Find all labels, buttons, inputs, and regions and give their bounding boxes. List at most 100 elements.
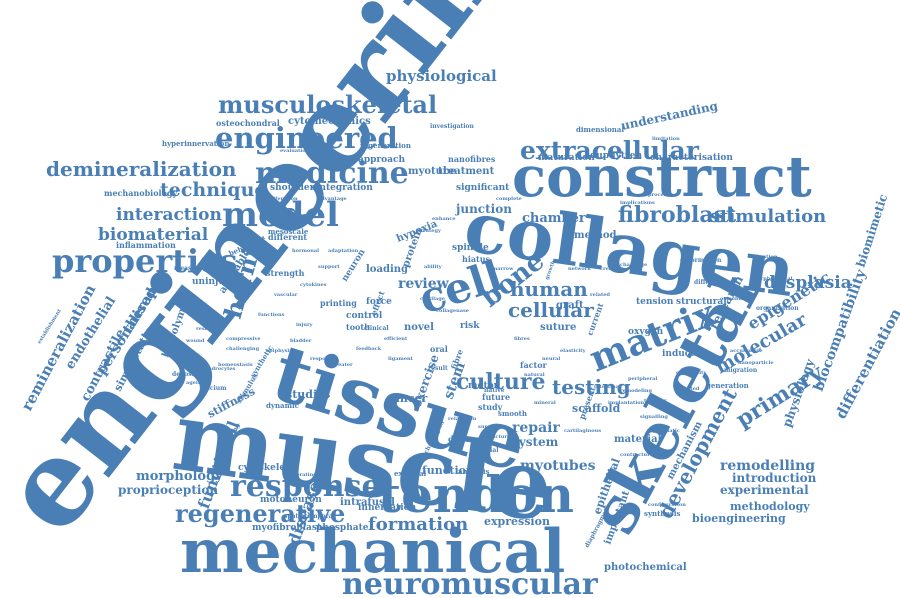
word-elasticity: elasticity (560, 348, 587, 354)
word-mineral: mineral (534, 400, 556, 406)
word-study: study (478, 402, 503, 412)
word-novel: novel (404, 322, 434, 333)
word-complexity: complexity (676, 370, 707, 376)
word-technique: technique (160, 179, 266, 201)
word-osteoblast: osteoblast (720, 296, 749, 302)
word-junction: junction (455, 202, 512, 216)
word-cartilaginous: cartilaginous (564, 428, 601, 434)
word-cytokines: cytokines (300, 282, 327, 288)
word-risk: risk (460, 321, 480, 331)
word-system: system (512, 435, 559, 449)
word-function: function (422, 464, 474, 477)
word-tooth: tooth (346, 322, 370, 332)
word-bladder: bladder (290, 338, 312, 344)
word-uninjured: uninjured (192, 277, 242, 287)
word-myotubes: myotubes (520, 458, 596, 474)
word-relaxation: relaxation (448, 416, 477, 422)
word-different: different (268, 232, 307, 242)
word-complete: complete (496, 196, 522, 202)
word-creating: creating (600, 266, 624, 272)
word-method: method (574, 230, 617, 241)
word-intrafusal: intrafusal (340, 497, 395, 508)
word-photochemical: photochemical (604, 562, 687, 573)
word-generation: generation (706, 381, 749, 390)
word-properties: properties (52, 242, 237, 280)
word-cartilage: cartilage (420, 296, 445, 302)
word-graft: graft (556, 300, 584, 311)
word-homeostasis: homeostasis (218, 362, 253, 368)
word-natural: natural (524, 372, 545, 378)
word-expression: expression (484, 515, 550, 528)
word-review: review (398, 276, 450, 292)
word-studies: studies (286, 388, 330, 401)
word-myotube: myotube (408, 166, 456, 177)
word-challenge: challenge (620, 262, 647, 268)
word-integration: integration (316, 183, 373, 193)
word-engineered: engineered (215, 121, 398, 155)
word-mechanobiology: mechanobiology (104, 188, 178, 198)
word-hyperinnervation: hyperinnervation (162, 139, 229, 148)
word-significant: significant (456, 183, 510, 193)
word-response-small: response (310, 356, 335, 362)
word-biomimetic: biomimetic (854, 192, 891, 269)
word-osteochondral: osteochondral (216, 118, 280, 128)
word-regenerative: regenerative (175, 499, 345, 528)
word-phosphate: phosphate (316, 523, 369, 533)
word-functions: functions (258, 312, 285, 318)
word-human: human (510, 277, 588, 301)
word-tension: tension (636, 297, 674, 307)
word-process: process (648, 192, 670, 198)
word-greater: greater (332, 362, 353, 368)
word-approach: approach (358, 155, 405, 165)
word-oxygen: oxygen (628, 327, 664, 337)
word-deformation: deformation (680, 257, 722, 264)
word-feedback: feedback (356, 346, 382, 352)
word-extracellular: extracellular (520, 136, 700, 165)
word-injury: injury (296, 322, 314, 328)
word-shoulder: shoulder (270, 183, 315, 193)
word-vascular: vascular (273, 292, 298, 298)
word-motor: motor (468, 381, 499, 391)
word-fibres: fibres (514, 336, 530, 342)
word-printing: printing (320, 298, 357, 308)
word-construct: construct (512, 144, 812, 210)
word-accumulate: accumulate (730, 348, 763, 354)
word-tendon: tendon (378, 465, 574, 524)
word-maturation: maturation (538, 153, 595, 163)
word-interaction: interaction (116, 205, 222, 225)
word-force: force (366, 297, 392, 307)
word-investigation: investigation (430, 123, 475, 130)
word-culture: culture (456, 369, 546, 395)
word-scaffold: scaffold (572, 402, 621, 415)
word-smooth: smooth (498, 409, 527, 418)
word-dysplasia: dysplasia (764, 273, 852, 293)
word-result: result (428, 365, 448, 372)
word-formation: formation (368, 514, 468, 535)
word-myofibroblast: myofibroblast (252, 523, 322, 533)
word-spatiotemporal: spatiotemporal (284, 513, 336, 520)
word-motoneuron: motoneuron (260, 495, 322, 505)
word-medicine: medicine (255, 156, 409, 191)
word-systematic: systematic (650, 428, 680, 434)
word-material: material (614, 434, 662, 445)
word-mechanical: mechanical (180, 517, 565, 587)
word-ageing: ageing (186, 380, 205, 386)
word-surgical: surgical (478, 424, 501, 430)
word-configuration: configuration (648, 502, 686, 508)
word-generating: generating (286, 472, 317, 478)
word-understanding: understanding (620, 99, 720, 133)
word-vibration: vibration (751, 254, 778, 260)
word-structural: structural (676, 297, 727, 307)
word-treatment: treatment (438, 166, 495, 177)
word-compressive: compressive (226, 336, 261, 342)
word-artificial: artificial (470, 447, 499, 454)
word-cellular: cellular (508, 298, 594, 322)
word-suture: suture (540, 322, 576, 333)
word-remodeling: remodeling (620, 388, 653, 394)
word-physiological: physiological (386, 67, 497, 85)
word-limitation: limitation (652, 136, 680, 142)
word-analysis: analysis (458, 467, 489, 476)
word-testing: testing (552, 375, 631, 399)
word-control: control (346, 311, 383, 321)
